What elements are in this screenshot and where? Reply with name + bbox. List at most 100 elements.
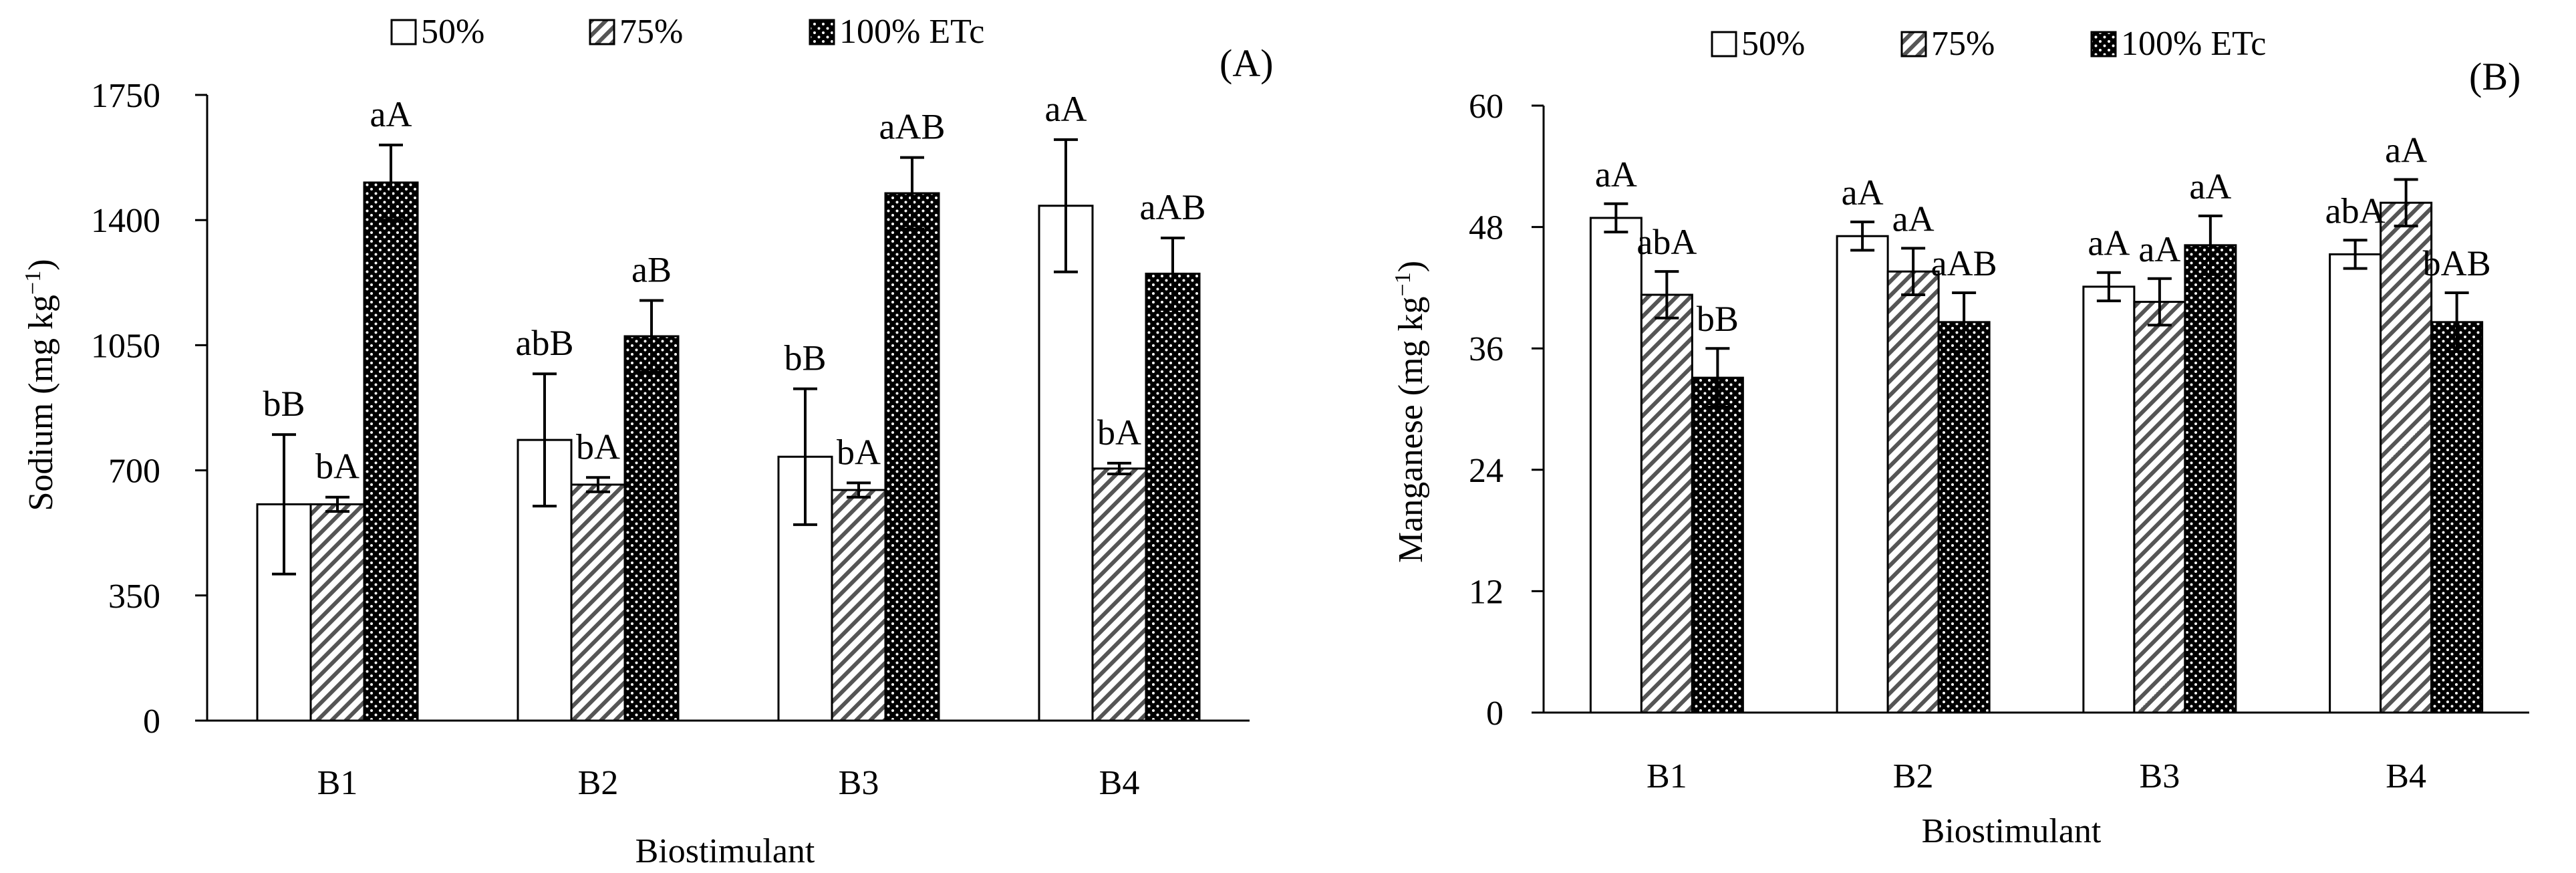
data-label-100-b4: bAB	[2423, 243, 2491, 283]
bar-100-b4	[1145, 272, 1201, 722]
legend-swatch-75	[589, 19, 615, 45]
bar-50-b4	[2329, 253, 2382, 714]
data-label-50-b1: aA	[1595, 154, 1637, 195]
data-label-100-b2: aB	[631, 250, 672, 290]
legend-b: 50% 75% 100% ETc	[1711, 25, 2266, 63]
data-label-100-b4: aAB	[1140, 187, 1206, 227]
data-label-75-b1: abA	[1636, 222, 1697, 262]
x-tick-label-b3: B3	[2140, 757, 2180, 795]
data-label-50-b4: aA	[1045, 89, 1087, 129]
x-tick-label-b1: B1	[317, 764, 358, 802]
y-axis-label-text: Manganese (mg kg	[1392, 296, 1430, 563]
data-label-100-b1: bB	[1697, 299, 1739, 339]
error-bar-100-b2	[1952, 291, 1977, 353]
error-bar-75-b1	[325, 495, 349, 513]
y-tick-label: 1050	[91, 327, 160, 365]
data-label-50-b2: abB	[516, 323, 574, 363]
bar-50-b1	[1589, 217, 1642, 714]
bar-75-b1	[309, 503, 366, 722]
bar-100-b2	[1937, 321, 1991, 714]
panel-label: (A)	[1220, 41, 1274, 85]
error-bar-75-b4	[1107, 461, 1131, 475]
data-label-100-b2: aAB	[1931, 243, 1997, 283]
y-axis: 0 350 700 1050 1400 1750	[91, 77, 208, 741]
data-label-100-b3: aA	[2189, 166, 2231, 207]
error-bar-50-b3	[2096, 271, 2121, 303]
error-bar-100-b4	[2444, 291, 2469, 353]
legend-item-100: 100% ETc	[2090, 25, 2266, 63]
y-axis-label-close: )	[22, 259, 60, 270]
data-label-75-b1: bA	[315, 447, 360, 487]
bar-100-b4	[2430, 321, 2484, 714]
x-tick-label-b3: B3	[839, 764, 879, 802]
bar-75-b3	[2133, 301, 2186, 714]
legend-label-50: 50%	[1741, 25, 1805, 63]
data-label-75-b3: bA	[837, 432, 881, 472]
bar-75-b1	[1640, 293, 1693, 714]
error-bar-50-b2	[533, 372, 557, 508]
legend-label-50: 50%	[421, 13, 484, 51]
bar-75-b4	[1091, 467, 1147, 722]
error-bar-100-b1	[379, 143, 403, 222]
x-axis-label: Biostimulant	[635, 832, 815, 870]
error-bars	[272, 138, 1185, 576]
y-tick-label: 36	[1469, 330, 1504, 368]
legend-swatch-50	[1711, 31, 1737, 57]
y-axis-label-text: Sodium (mg kg	[22, 295, 60, 511]
error-bar-75-b2	[1901, 247, 1926, 296]
error-bar-100-b3	[900, 156, 924, 231]
error-bar-75-b1	[1655, 270, 1679, 320]
y-tick-label: 700	[108, 453, 160, 491]
error-bar-100-b2	[639, 299, 664, 374]
y-tick-label: 0	[143, 703, 160, 741]
y-tick-label: 12	[1469, 573, 1504, 611]
data-label-75-b4: aA	[2385, 130, 2427, 170]
y-tick-label: 48	[1469, 209, 1504, 247]
legend-item-75: 75%	[589, 13, 683, 51]
error-bars	[1604, 178, 2469, 408]
bar-75-b2	[1886, 270, 1940, 714]
legend-item-50: 50%	[1711, 25, 1805, 63]
y-axis-label-exponent: −1	[21, 271, 45, 295]
bars	[256, 181, 1201, 722]
error-bar-75-b4	[2394, 178, 2418, 228]
bar-100-b3	[884, 192, 940, 722]
legend-item-100: 100% ETc	[809, 13, 984, 51]
bar-100-b1	[1691, 376, 1744, 714]
y-tick-label: 1750	[91, 77, 160, 115]
data-label-50-b3: bB	[784, 338, 826, 378]
legend-swatch-100	[2090, 31, 2117, 57]
y-axis-label-close: )	[1392, 261, 1430, 272]
data-label-100-b3: aAB	[879, 107, 946, 147]
error-bar-75-b3	[847, 481, 871, 499]
y-tick-label: 350	[108, 578, 160, 616]
y-tick-label: 1400	[91, 202, 160, 240]
legend-label-100: 100% ETc	[2121, 25, 2266, 63]
bar-75-b3	[831, 489, 887, 722]
legend-a: 50% 75% 100% ETc	[390, 13, 984, 51]
legend-swatch-100	[809, 19, 835, 45]
data-label-75-b3: aA	[2138, 229, 2180, 269]
data-label-100-b1: aA	[370, 94, 412, 134]
y-axis-label-exponent: −1	[1391, 272, 1415, 296]
legend-swatch-75	[1900, 31, 1927, 57]
x-axis-label: Biostimulant	[1922, 812, 2102, 850]
error-bar-75-b2	[586, 476, 610, 493]
data-label-75-b4: bA	[1097, 412, 1141, 453]
error-bar-100-b1	[1705, 347, 1730, 408]
error-bar-75-b3	[2147, 277, 2172, 327]
y-axis-label: Manganese (mg kg−1)	[1391, 261, 1430, 563]
error-bar-50-b2	[1850, 221, 1875, 252]
y-tick-label: 60	[1469, 88, 1504, 126]
y-tick-label: 24	[1469, 452, 1504, 490]
chart-panel-manganese: (B) Manganese (mg kg−1) Biostimulant 0 12…	[1391, 55, 2529, 850]
bar-50-b3	[2082, 285, 2136, 714]
error-bar-50-b4	[2343, 239, 2368, 270]
y-tick-label: 0	[1486, 695, 1504, 733]
data-label-75-b2: aA	[1892, 199, 1935, 239]
data-label-50-b3: aA	[2088, 223, 2130, 263]
x-tick-label-b2: B2	[1893, 757, 1934, 795]
bar-100-b3	[2184, 244, 2237, 714]
